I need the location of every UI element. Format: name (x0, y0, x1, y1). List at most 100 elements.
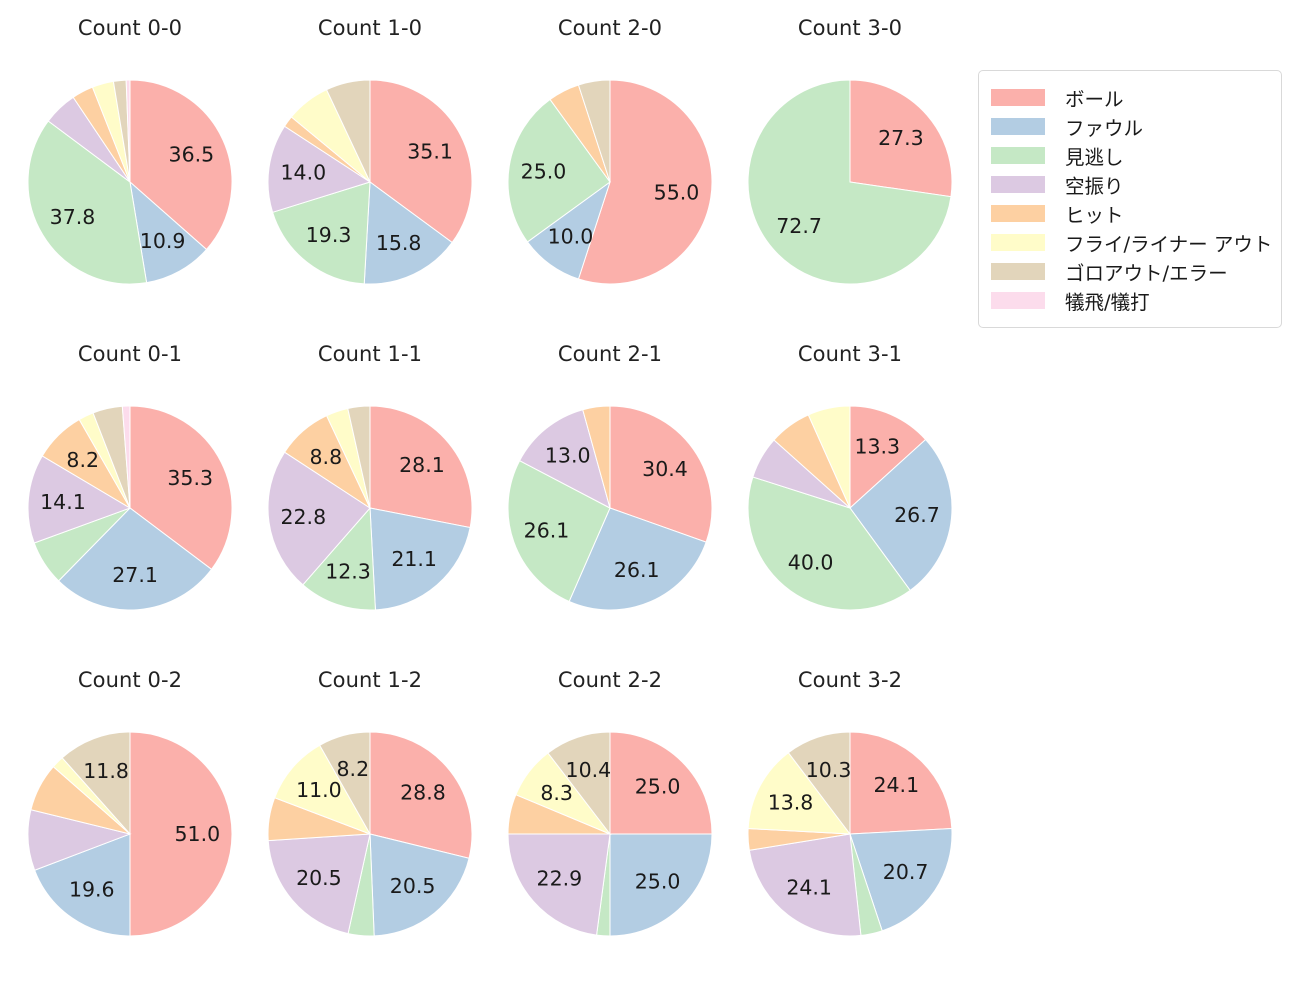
pie-slice[interactable] (577, 79, 611, 183)
pie-slice[interactable] (267, 125, 372, 213)
legend-item-label: ファウル (1065, 117, 1144, 140)
legend-item[interactable]: ファウル (991, 112, 1267, 141)
pie-slice[interactable] (609, 405, 713, 543)
pie-slice[interactable] (507, 833, 611, 936)
pie-slice-value-label: 13.3 (854, 434, 900, 458)
pie-slice-value-label: 25.0 (635, 870, 681, 894)
pie-svg-container: 30.4 26.1 26.1 13.0 (480, 380, 740, 640)
pie-svg-container: 28.8 20.5 20.5 11.0 8.2 (240, 706, 500, 966)
pie-slice[interactable] (747, 476, 911, 611)
pie-slice[interactable] (325, 79, 371, 183)
pie-slice[interactable] (129, 405, 233, 571)
pie-slice[interactable] (129, 79, 233, 251)
pie-svg-container: 35.3 27.1 14.1 8.2 (0, 380, 260, 640)
pie-slice[interactable] (369, 405, 473, 529)
pie-slice[interactable] (369, 833, 470, 937)
pie-slice-value-label: 10.0 (548, 224, 594, 248)
pie-slice[interactable] (129, 731, 233, 937)
pie-slice[interactable] (347, 405, 371, 509)
pie-slice[interactable] (747, 752, 852, 835)
legend-color-swatch (991, 205, 1045, 222)
pie-slice[interactable] (363, 181, 453, 285)
pie-slice[interactable] (369, 79, 473, 244)
pie-slice[interactable] (61, 731, 131, 836)
pie-slice[interactable] (747, 79, 952, 285)
pie-slice[interactable] (849, 438, 953, 592)
pie-slice-value-label: 15.8 (376, 231, 422, 255)
pie-svg-container: 35.1 15.8 19.3 14.0 (240, 54, 500, 314)
pie-slice[interactable] (518, 409, 611, 509)
legend-item[interactable]: フライ/ライナー アウト (991, 228, 1272, 257)
legend-color-swatch (991, 263, 1045, 280)
pie-slice[interactable] (582, 405, 611, 509)
pie-slice-value-label: 10.4 (566, 758, 612, 782)
legend-item[interactable]: 犠飛/犠打 (991, 286, 1267, 315)
pie-slice[interactable] (302, 506, 376, 611)
pie-panel-title: Count 0-2 (77, 668, 183, 692)
pie-slice[interactable] (369, 731, 473, 859)
legend-item-label: フライ/ライナー アウト (1065, 233, 1273, 256)
pie-slice[interactable] (129, 180, 208, 284)
pie-slice-value-label: 36.5 (169, 142, 215, 166)
pie-slice[interactable] (319, 731, 371, 836)
pie-slice[interactable] (27, 120, 148, 285)
legend-rows: ボールファウル 見逃し 空振り ヒットフライ/ライナー アウト ゴロアウト/エラー 犠飛/… (991, 83, 1272, 315)
pie-slice[interactable] (748, 833, 862, 937)
pie-panel: Count 1-0 35.1 15.8 19.3 14.0 (240, 0, 500, 320)
pie-slice-value-label: 37.8 (50, 205, 96, 229)
pie-svg-container: 24.1 20.7 24.1 13.8 10.3 (720, 706, 980, 966)
pie-slice-value-label: 25.0 (635, 774, 681, 798)
pie-slice[interactable] (568, 507, 707, 611)
pie-slice[interactable] (609, 731, 713, 835)
pie-slice[interactable] (125, 79, 131, 183)
legend-item-label: 犠飛/犠打 (1065, 291, 1150, 314)
pie-slice[interactable] (57, 507, 213, 611)
pie-slice-value-label: 10.3 (806, 758, 852, 782)
pie-slice-value-label: 8.3 (540, 781, 573, 805)
pie-slice[interactable] (369, 507, 471, 611)
legend-color-swatch (991, 176, 1045, 193)
pie-slice-value-label: 11.8 (83, 759, 129, 783)
pie-slice[interactable] (849, 731, 953, 835)
legend-item[interactable]: ボール (991, 83, 1267, 112)
pie-slice[interactable] (274, 744, 372, 835)
pie-slice[interactable] (271, 181, 371, 285)
pie-chart: 25.0 25.0 22.9 8.310.4 (507, 731, 713, 937)
pie-slice[interactable] (787, 731, 851, 836)
legend-color-swatch (991, 292, 1045, 309)
pie-slice[interactable] (267, 833, 371, 935)
pie-slice[interactable] (609, 833, 713, 937)
legend: ボールファウル 見逃し 空振り ヒットフライ/ライナー アウト ゴロアウト/エラー 犠飛/… (978, 70, 1282, 328)
pie-slice[interactable] (34, 833, 131, 937)
legend-color-swatch (991, 234, 1045, 251)
pie-slice-value-label: 51.0 (174, 822, 220, 846)
pie-slice[interactable] (577, 79, 713, 285)
pie-slice[interactable] (507, 459, 611, 603)
pie-slice[interactable] (849, 405, 927, 510)
pie-panel: Count 1-1 28.1 21.1 12.3 22.8 8.8 (240, 326, 500, 646)
pie-slice[interactable] (547, 731, 611, 836)
pie-panel: Count 3-2 24.1 20.7 24.1 13.8 10.3 (720, 652, 980, 972)
pie-slice-value-label: 35.1 (407, 140, 453, 164)
pie-slice[interactable] (507, 98, 611, 243)
pie-panel: Count 0-1 35.3 27.1 14.1 8.2 (0, 326, 260, 646)
pie-slice[interactable] (121, 405, 131, 509)
pie-panel: Count 0-0 36.5 10.9 37.8 (0, 0, 260, 320)
pie-slice-value-label: 20.5 (390, 874, 436, 898)
legend-item[interactable]: 空振り (991, 170, 1267, 199)
legend-item[interactable]: ゴロアウト/エラー (991, 257, 1267, 286)
legend-item[interactable]: ヒット (991, 199, 1267, 228)
legend-item-label: ゴロアウト/エラー (1065, 262, 1228, 285)
pie-slice-value-label: 30.4 (642, 457, 688, 481)
pie-slice[interactable] (849, 79, 953, 198)
pie-slice[interactable] (267, 451, 371, 586)
pie-slice-value-label: 8.8 (310, 445, 343, 469)
legend-item[interactable]: 見逃し (991, 141, 1267, 170)
pie-slice[interactable] (849, 828, 953, 932)
pie-svg-container: 55.0 10.0 25.0 (480, 54, 740, 314)
pie-slice-value-label: 12.3 (325, 560, 371, 584)
pie-slice[interactable] (807, 405, 851, 509)
pie-slice[interactable] (27, 455, 132, 544)
pie-panel-title: Count 1-2 (317, 668, 423, 692)
